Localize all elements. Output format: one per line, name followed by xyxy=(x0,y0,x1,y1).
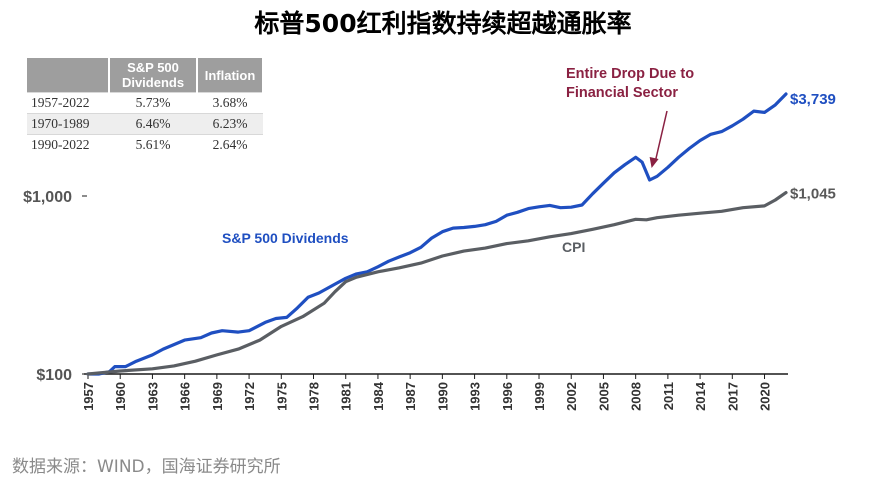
dividends-line xyxy=(86,92,788,376)
stats-period: 1990-2022 xyxy=(27,134,109,155)
stats-header-dividends: S&P 500 Dividends xyxy=(109,58,198,93)
source-note: 数据来源：WIND，国海证券研究所 xyxy=(12,457,281,477)
end-value-dividends: $3,739 xyxy=(790,91,836,108)
x-tick-label: 2005 xyxy=(596,382,611,411)
x-tick-label: 1960 xyxy=(113,382,128,411)
x-tick-label: 1966 xyxy=(178,382,193,411)
stats-table: S&P 500 Dividends Inflation 1957-2022 5.… xyxy=(27,58,264,155)
x-tick-label: 1996 xyxy=(500,382,515,411)
x-tick-label: 1981 xyxy=(339,382,354,411)
end-value-cpi: $1,045 xyxy=(790,186,836,203)
x-tick-label: 1984 xyxy=(371,381,386,411)
annotation-arrow-head xyxy=(649,156,659,168)
series-lines xyxy=(86,92,788,376)
annotation-text: Financial Sector xyxy=(566,85,678,101)
x-tick-label: 1972 xyxy=(242,382,257,411)
chart-title: 标普500红利指数持续超越通胀率 xyxy=(254,9,632,38)
x-tick-label: 1957 xyxy=(81,382,96,411)
x-tick-label: 1990 xyxy=(435,382,450,411)
legend-label-dividends: S&P 500 Dividends xyxy=(222,230,349,246)
stats-header-inflation: Inflation xyxy=(197,58,264,93)
stats-inflation: 3.68% xyxy=(197,92,263,114)
x-tick-label: 2017 xyxy=(725,382,740,411)
x-tick-label: 2008 xyxy=(629,382,644,411)
x-tick-label: 1987 xyxy=(403,382,418,411)
stats-header-row: S&P 500 Dividends Inflation xyxy=(27,58,264,93)
legend-label-cpi: CPI xyxy=(562,239,585,255)
x-tick-label: 1963 xyxy=(145,382,160,411)
x-tick-label: 2002 xyxy=(564,382,579,411)
stats-dividends: 5.73% xyxy=(109,92,197,114)
annotation-text: Entire Drop Due to xyxy=(566,66,694,82)
annotation-arrow-shaft xyxy=(654,110,668,161)
stats-period: 1957-2022 xyxy=(27,92,109,114)
x-tick-label: 1978 xyxy=(307,382,322,411)
table-row: 1990-2022 5.61% 2.64% xyxy=(27,134,263,155)
table-row: 1970-1989 6.46% 6.23% xyxy=(27,113,263,135)
x-tick-label: 1993 xyxy=(468,382,483,411)
stats-inflation: 6.23% xyxy=(197,113,263,135)
y-tick-label: $1,000 xyxy=(23,189,72,206)
cpi-line xyxy=(86,191,788,376)
x-tick-label: 1975 xyxy=(274,382,289,411)
chart-labels: S&P 500 Dividends CPI $3,739 $1,045 Entire D… xyxy=(222,66,836,255)
x-tick-label: 2011 xyxy=(661,382,676,410)
y-tick-label: $100 xyxy=(36,367,72,384)
x-tick-label: 2014 xyxy=(693,381,708,411)
x-tick-label: 1969 xyxy=(210,382,225,411)
stats-period: 1970-1989 xyxy=(27,113,109,135)
x-tick-label: 2020 xyxy=(758,382,773,411)
stats-dividends: 6.46% xyxy=(109,113,197,135)
table-row: 1957-2022 5.73% 3.68% xyxy=(27,92,263,114)
axes: 1957 1960 1963 1966 1969 1972 1975 1978 1981 1984… xyxy=(23,189,788,411)
stats-inflation: 2.64% xyxy=(197,134,263,155)
stats-header-period xyxy=(27,58,110,93)
stats-dividends: 5.61% xyxy=(109,134,197,155)
x-tick-label: 1999 xyxy=(532,382,547,411)
